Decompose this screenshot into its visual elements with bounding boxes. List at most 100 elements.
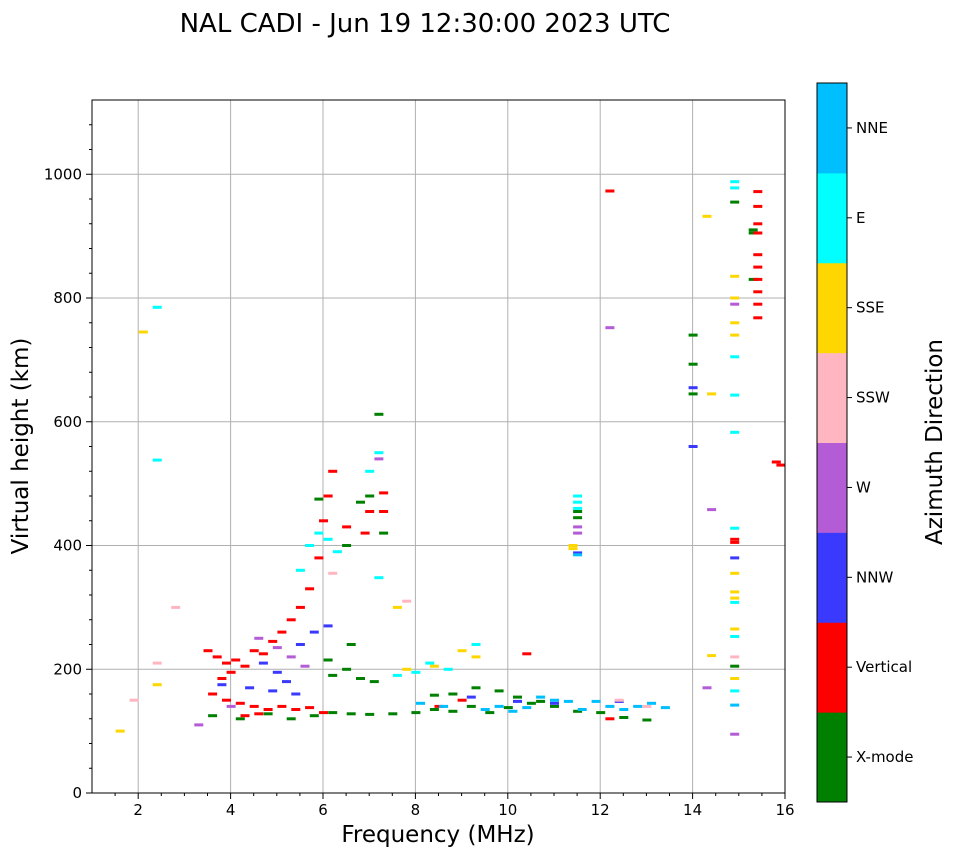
- data-point-sse: [730, 590, 740, 594]
- data-point-vertical: [360, 531, 370, 535]
- data-point-vertical: [605, 717, 615, 721]
- data-point-e: [730, 600, 740, 604]
- data-point-vertical: [222, 698, 231, 702]
- data-point-x-mode: [596, 711, 606, 715]
- data-point-w: [730, 732, 740, 736]
- data-point-e: [730, 393, 740, 397]
- data-point-ssw: [328, 571, 338, 575]
- data-point-vertical: [365, 510, 375, 513]
- data-point-x-mode: [374, 412, 384, 416]
- data-point-x-mode: [466, 704, 476, 708]
- data-point-nnw: [295, 643, 305, 646]
- data-point-vertical: [249, 649, 259, 653]
- data-point-nne: [522, 706, 532, 710]
- data-point-x-mode: [429, 708, 439, 711]
- data-point-sse: [730, 596, 740, 600]
- y-tick-label: 600: [53, 413, 82, 431]
- data-point-sse: [730, 333, 740, 337]
- data-point-nnw: [258, 661, 268, 665]
- data-point-x-mode: [235, 717, 245, 721]
- data-point-vertical: [753, 277, 763, 281]
- data-point-nnw: [688, 445, 698, 448]
- data-point-sse: [730, 677, 740, 680]
- data-point-w: [573, 531, 583, 535]
- data-point-nne: [563, 699, 573, 703]
- data-point-sse: [457, 649, 467, 653]
- data-point-x-mode: [536, 699, 546, 703]
- data-point-vertical: [328, 469, 338, 473]
- data-point-sse: [402, 667, 412, 671]
- data-point-nnw: [245, 686, 255, 690]
- data-point-nne: [550, 698, 559, 702]
- data-point-nnw: [550, 701, 559, 705]
- data-point-vertical: [753, 316, 763, 320]
- data-point-nne: [577, 708, 587, 711]
- data-point-sse: [152, 683, 162, 687]
- data-point-e: [152, 305, 162, 309]
- colorbar-label-x-mode: X-mode: [856, 748, 913, 766]
- data-point-vertical: [291, 708, 301, 711]
- data-point-e: [314, 531, 324, 535]
- data-point-e: [573, 500, 583, 504]
- data-point-w: [254, 636, 264, 640]
- data-point-vertical: [240, 714, 250, 718]
- data-point-vertical: [263, 708, 273, 711]
- data-point-nnw: [573, 551, 583, 555]
- colorbar-label-nnw: NNW: [856, 568, 893, 586]
- data-point-sse: [707, 392, 717, 396]
- data-point-nnw: [282, 680, 291, 684]
- data-point-x-mode: [748, 277, 758, 281]
- colorbar-segment: [817, 442, 847, 533]
- data-point-w: [730, 302, 740, 306]
- data-point-e: [374, 576, 384, 580]
- data-point-vertical: [319, 519, 328, 523]
- data-point-x-mode: [342, 667, 352, 671]
- data-point-nnw: [272, 670, 282, 674]
- data-point-x-mode: [369, 680, 379, 684]
- data-point-x-mode: [550, 704, 559, 708]
- data-point-x-mode: [748, 231, 758, 235]
- colorbar-label-ssw: SSW: [856, 389, 890, 407]
- data-point-vertical: [753, 190, 763, 194]
- data-point-sse: [730, 571, 740, 575]
- colorbar-segment: [817, 352, 847, 443]
- data-point-vertical: [730, 537, 740, 541]
- data-point-x-mode: [688, 333, 698, 337]
- x-tick-label: 2: [133, 801, 143, 819]
- data-point-x-mode: [503, 706, 513, 710]
- data-point-vertical: [771, 460, 781, 464]
- data-point-vertical: [753, 204, 763, 208]
- data-point-x-mode: [619, 716, 629, 719]
- data-point-e: [573, 506, 583, 510]
- data-point-sse: [568, 547, 578, 551]
- data-point-x-mode: [314, 497, 324, 501]
- data-point-nnw: [688, 386, 698, 390]
- data-point-e: [374, 451, 384, 455]
- data-point-x-mode: [365, 712, 375, 716]
- data-point-sse: [568, 544, 578, 547]
- data-point-x-mode: [688, 362, 698, 366]
- colorbar-label-w: W: [856, 478, 871, 496]
- x-tick-label: 16: [775, 801, 794, 819]
- data-point-vertical: [730, 540, 740, 544]
- chart-title: NAL CADI - Jun 19 12:30:00 2023 UTC: [180, 9, 671, 39]
- data-point-sse: [471, 655, 481, 659]
- data-point-e: [411, 670, 421, 674]
- data-point-nne: [494, 704, 504, 708]
- data-point-vertical: [208, 692, 218, 696]
- data-point-nne: [647, 701, 656, 705]
- data-point-vertical: [268, 639, 278, 643]
- data-point-vertical: [212, 655, 222, 659]
- data-point-vertical: [231, 658, 241, 662]
- data-point-vertical: [295, 605, 305, 609]
- data-point-x-mode: [208, 714, 218, 718]
- data-point-x-mode: [323, 658, 333, 662]
- data-point-vertical: [753, 253, 763, 257]
- colorbar-label-sse: SSE: [856, 299, 885, 317]
- data-point-e: [425, 661, 435, 665]
- data-point-x-mode: [573, 510, 583, 513]
- data-point-x-mode: [448, 709, 458, 713]
- colorbar-label-vertical: Vertical: [856, 658, 912, 676]
- data-point-nne: [730, 703, 740, 707]
- data-point-e: [365, 469, 375, 473]
